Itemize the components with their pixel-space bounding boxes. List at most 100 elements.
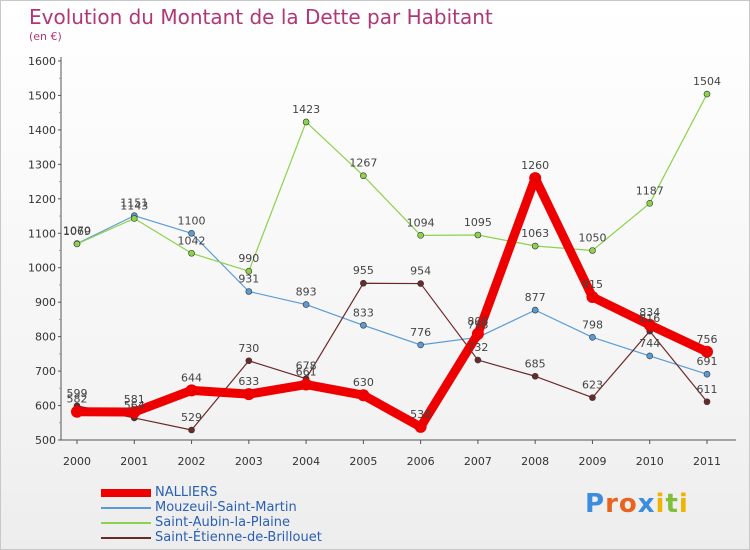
data-label: 678 (296, 360, 317, 373)
data-label: 1095 (464, 216, 492, 229)
chart-title: Evolution du Montant de la Dette par Hab… (29, 5, 493, 29)
data-point (417, 341, 424, 349)
data-label: 581 (124, 393, 145, 406)
proxiti-logo: Proxiti (585, 489, 689, 519)
y-tick-label: 800 (35, 331, 56, 344)
data-label: 816 (639, 312, 660, 325)
data-point (360, 321, 367, 329)
data-point (130, 215, 138, 222)
data-label: 633 (238, 375, 259, 388)
data-point (529, 172, 542, 185)
data-point (471, 327, 484, 340)
data-labels: 582 581 644 633 661 630 538 808 1260 915 834 756 107… (63, 75, 721, 424)
x-tick-label: 2008 (521, 455, 549, 468)
data-label: 1070 (63, 225, 91, 238)
data-point (302, 301, 310, 308)
x-tick-label: 2005 (349, 455, 377, 468)
logo-letter: x (637, 489, 656, 519)
y-tick-label: 1100 (28, 227, 56, 240)
y-tick-label: 1000 (28, 262, 56, 275)
data-point (589, 394, 596, 401)
data-label: 730 (238, 342, 259, 355)
data-label: 756 (697, 333, 718, 346)
x-tick-label: 2009 (578, 455, 606, 468)
legend-swatch (101, 489, 151, 497)
logo-letter: i (655, 489, 666, 519)
data-label: 661 (296, 366, 317, 379)
data-point (245, 267, 253, 275)
x-tick-label: 2007 (464, 455, 492, 468)
data-label: 744 (639, 337, 660, 350)
series-line-saint-aubin-la-plaine (76, 93, 708, 272)
legend-swatch (101, 537, 151, 539)
data-point (128, 406, 141, 419)
legend-swatch (101, 507, 151, 509)
logo-letter: r (605, 489, 619, 519)
logo-letter: o (618, 489, 638, 519)
data-label: 564 (124, 399, 145, 412)
data-label: 798 (582, 318, 603, 331)
x-tick-label: 2006 (407, 455, 435, 468)
y-tick-label: 1500 (28, 89, 56, 102)
data-point (71, 405, 83, 418)
data-point (531, 306, 539, 314)
data-label: 1151 (120, 197, 148, 210)
data-point (703, 90, 711, 98)
data-point (360, 172, 367, 180)
data-point (360, 279, 367, 287)
data-point (188, 426, 195, 434)
series-line-nalliers (72, 173, 712, 432)
data-label: 1063 (521, 227, 549, 240)
data-point (589, 247, 596, 254)
data-label: 954 (410, 265, 431, 278)
data-point (188, 229, 195, 237)
data-point (245, 288, 253, 295)
data-label: 915 (582, 278, 603, 291)
x-tick-label: 2010 (636, 455, 664, 468)
data-point (474, 231, 482, 239)
data-point (300, 378, 313, 391)
x-tick-label: 2002 (178, 455, 206, 468)
axes: 500 600 700 800 900 1000 1100 1200 1300 1400 1500 1… (28, 55, 736, 468)
x-tick-label: 2001 (120, 455, 148, 468)
legend-swatch (101, 522, 151, 524)
data-point (185, 384, 198, 397)
legend-label: Mouzeuil-Saint-Martin (155, 500, 297, 515)
series-line-mouzeuil-saint-martin (76, 215, 708, 375)
data-point (703, 370, 711, 378)
data-label: 834 (639, 306, 660, 319)
data-point (188, 249, 195, 257)
data-point (414, 420, 427, 433)
series-line-saint-etienne-de-brillouet (76, 282, 708, 431)
data-label: 599 (67, 387, 88, 400)
data-point (589, 334, 596, 341)
legend-label: NALLIERS (155, 485, 218, 500)
data-label: 1423 (292, 103, 320, 116)
data-point (646, 199, 654, 207)
data-label: 691 (697, 355, 718, 368)
data-label: 1069 (63, 225, 91, 238)
data-label: 1187 (636, 184, 664, 197)
data-label: 582 (67, 393, 88, 406)
data-point (531, 372, 539, 380)
x-tick-label: 2011 (693, 455, 721, 468)
data-label: 808 (467, 315, 488, 328)
data-label: 1050 (578, 232, 606, 245)
y-tick-label: 1600 (28, 55, 56, 68)
data-label: 776 (410, 326, 431, 339)
data-point (531, 242, 539, 250)
y-tick-label: 1300 (28, 158, 56, 171)
data-point (586, 291, 599, 304)
data-point (242, 388, 255, 401)
series-lines (71, 90, 713, 434)
data-label: 798 (467, 318, 488, 331)
data-point (701, 345, 713, 358)
data-label: 630 (353, 376, 374, 389)
data-label: 1267 (349, 157, 377, 170)
logo-letter: P (585, 489, 606, 519)
data-label: 644 (181, 371, 202, 384)
data-label: 990 (238, 252, 259, 265)
data-point (417, 280, 424, 287)
legend-label: Saint-Aubin-la-Plaine (155, 515, 291, 530)
